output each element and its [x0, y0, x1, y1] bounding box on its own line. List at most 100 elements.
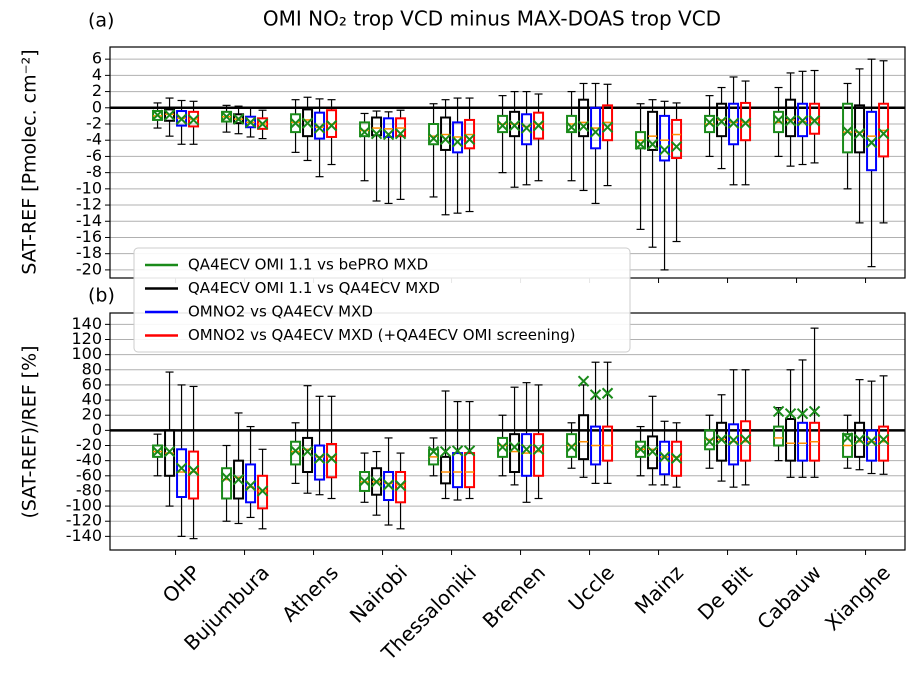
y-tick-label: -20	[76, 259, 102, 278]
mean-marker	[370, 128, 383, 140]
panel-label: (a)	[88, 10, 114, 32]
mean-marker	[577, 375, 590, 387]
box	[533, 433, 545, 477]
mean-marker	[772, 114, 785, 126]
mean-marker	[496, 119, 509, 132]
box	[866, 110, 878, 172]
y-tick-label: -140	[66, 526, 102, 545]
mean-marker	[646, 138, 659, 150]
box	[797, 102, 809, 138]
y-tick-label: -120	[66, 511, 102, 530]
box	[809, 102, 821, 135]
mean-marker	[313, 452, 326, 465]
mean-marker	[841, 432, 854, 444]
box	[497, 436, 509, 458]
mean-marker	[508, 441, 521, 453]
mean-marker	[670, 452, 683, 465]
mean-marker	[727, 117, 740, 129]
mean-marker	[577, 120, 590, 133]
box	[233, 459, 245, 500]
box	[395, 471, 407, 504]
x-tick-label: Mainz	[630, 560, 688, 618]
mean-marker	[187, 464, 200, 477]
mean-marker	[163, 109, 176, 121]
mean-marker	[370, 476, 383, 488]
mean-marker	[865, 136, 878, 149]
mean-marker	[175, 113, 188, 125]
y-tick-label: -6	[86, 146, 102, 165]
mean-marker	[463, 445, 476, 457]
box	[728, 102, 740, 146]
box	[383, 117, 395, 138]
box	[578, 414, 590, 461]
mean-marker	[796, 115, 809, 127]
mean-marker	[703, 436, 716, 448]
y-tick-label: -40	[76, 450, 102, 469]
mean-marker	[151, 445, 164, 458]
mean-marker	[463, 133, 476, 146]
box	[464, 452, 476, 489]
mean-marker	[520, 122, 533, 134]
mean-marker	[601, 387, 614, 399]
box	[773, 425, 785, 447]
plot-frame	[109, 46, 906, 279]
mean-marker	[670, 140, 683, 153]
mean-marker	[301, 445, 314, 458]
y-axis-label: (SAT-REF)/REF [%]	[19, 345, 41, 518]
box	[521, 113, 533, 146]
box	[509, 433, 521, 474]
box	[578, 98, 590, 138]
mean-marker	[427, 132, 440, 145]
mean-marker	[877, 433, 890, 446]
mean-marker	[382, 128, 395, 141]
legend-label: OMNO2 vs QA4ECV MXD	[188, 303, 373, 321]
mean-marker	[796, 407, 809, 420]
y-tick-label: 120	[71, 329, 102, 348]
panel-label: (b)	[88, 285, 115, 307]
box	[647, 435, 659, 470]
box	[602, 425, 614, 462]
mean-marker	[451, 445, 464, 457]
y-tick-label: 60	[82, 374, 102, 393]
y-tick-label: -4	[86, 130, 102, 149]
x-tick-label: Uccle	[563, 560, 619, 616]
y-tick-label: 0	[92, 420, 102, 439]
y-tick-label: -8	[86, 162, 102, 181]
box	[290, 113, 302, 134]
box	[257, 474, 269, 510]
mean-marker	[244, 479, 257, 492]
mean-marker	[772, 405, 785, 418]
x-tick-label: De Bilt	[693, 560, 757, 624]
y-tick-label: -60	[76, 465, 102, 484]
mean-marker	[658, 451, 671, 463]
mean-marker	[808, 405, 821, 418]
mean-marker	[853, 433, 866, 446]
mean-marker	[589, 389, 602, 401]
mean-marker	[853, 128, 866, 140]
box	[440, 455, 452, 485]
y-tick-label: -14	[76, 211, 102, 230]
mean-marker	[451, 136, 464, 148]
box	[854, 104, 866, 154]
mean-marker	[727, 434, 740, 446]
chart-title: OMI NO₂ trop VCD minus MAX-DOAS trop VCD	[263, 7, 721, 31]
mean-marker	[646, 445, 659, 458]
box	[290, 440, 302, 466]
y-tick-label: 140	[71, 314, 102, 333]
box	[671, 118, 683, 160]
mean-marker	[232, 473, 245, 486]
box	[221, 467, 233, 500]
mean-marker	[358, 475, 371, 487]
box	[314, 111, 326, 140]
mean-marker	[565, 121, 578, 133]
box	[740, 420, 752, 462]
box	[164, 108, 176, 122]
box	[740, 101, 752, 142]
x-tick-label: Bremen	[478, 560, 550, 632]
mean-marker	[784, 407, 797, 420]
box	[326, 442, 338, 479]
mean-marker	[358, 126, 371, 138]
mean-marker	[601, 121, 614, 133]
box	[671, 440, 683, 477]
